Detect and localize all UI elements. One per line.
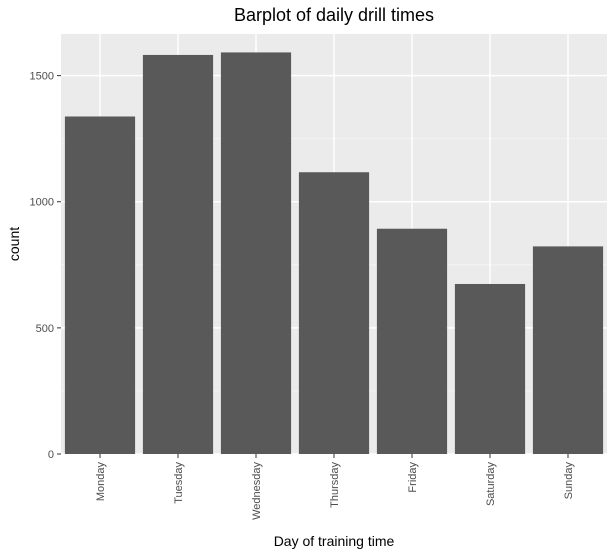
x-axis-title: Day of training time [274, 533, 395, 549]
x-axis: Monday Tuesday Wednesday Thursday Friday Satu… [95, 454, 575, 520]
bar-monday [64, 116, 136, 455]
y-axis-title: count [6, 227, 22, 261]
x-tick-label: Sunday [563, 462, 575, 500]
x-tick-label: Wednesday [251, 462, 263, 520]
bar-tuesday [142, 54, 214, 454]
bar-sunday [532, 246, 604, 454]
bar-thursday [298, 172, 370, 454]
y-tick-label: 0 [48, 449, 54, 461]
x-tick-label: Monday [95, 462, 107, 502]
x-tick-label: Saturday [485, 462, 497, 507]
x-tick-label: Tuesday [173, 462, 185, 504]
bar-saturday [454, 283, 526, 454]
y-tick-label: 1000 [30, 197, 54, 209]
bar-friday [376, 228, 448, 454]
y-tick-label: 1500 [30, 71, 54, 83]
y-axis: 0 500 1000 1500 [30, 71, 61, 461]
y-tick-label: 500 [36, 323, 54, 335]
x-tick-label: Thursday [329, 462, 341, 508]
bar-wednesday [220, 52, 292, 454]
bars [64, 52, 604, 455]
chart-title: Barplot of daily drill times [234, 5, 434, 25]
x-tick-label: Friday [407, 462, 419, 493]
